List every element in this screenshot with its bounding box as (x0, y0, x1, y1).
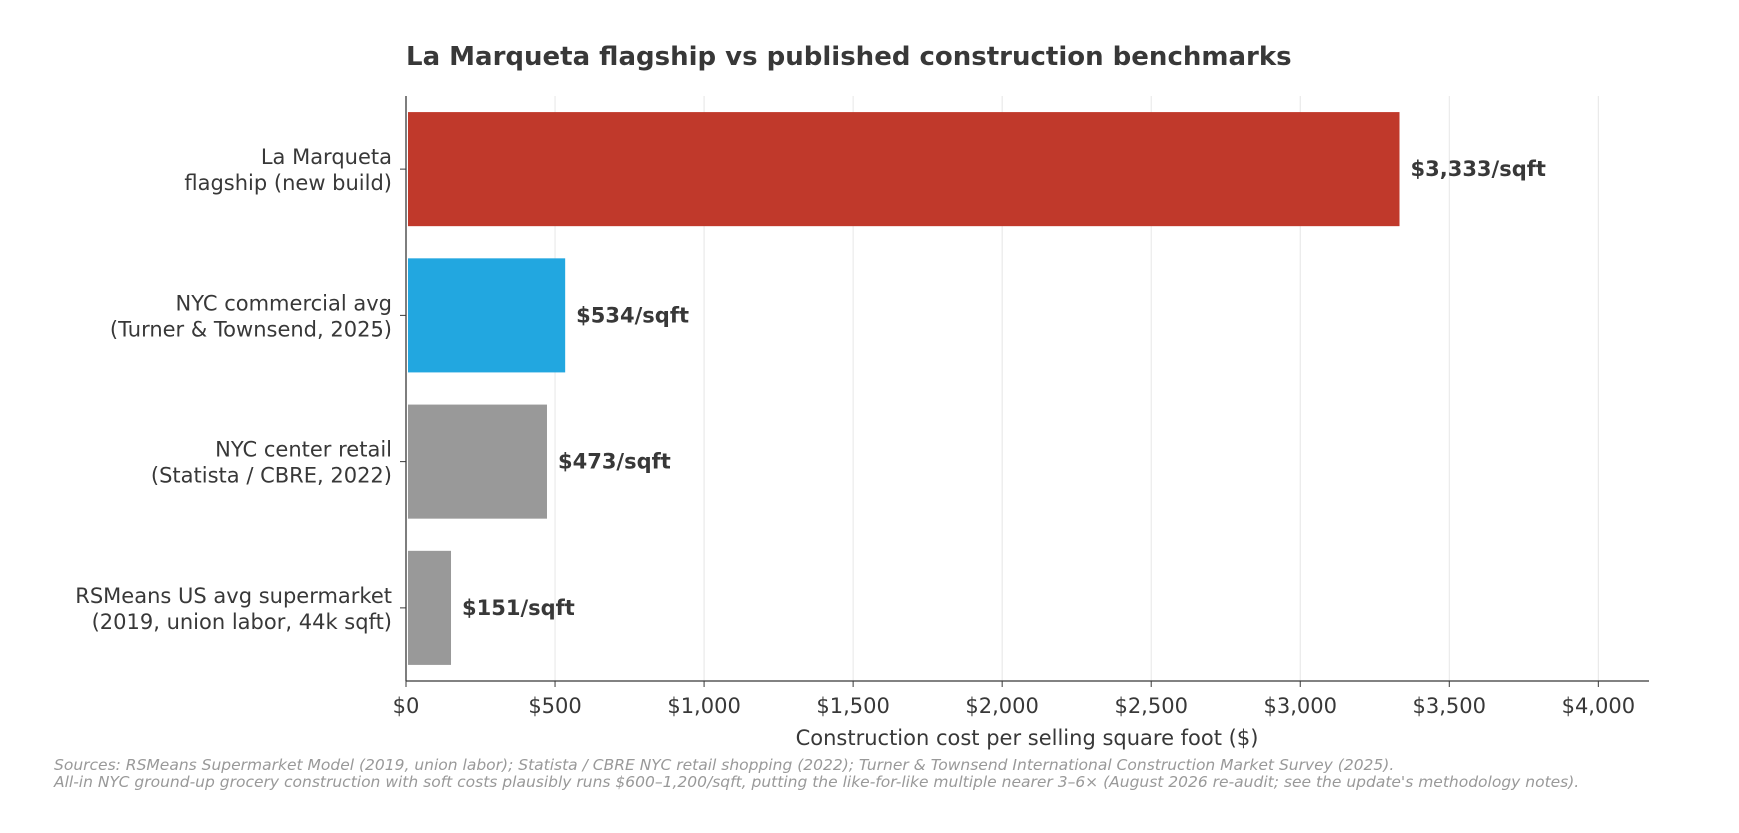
x-tick-label: $0 (393, 694, 420, 718)
x-tick-label: $1,500 (816, 694, 889, 718)
x-tick-label: $4,000 (1562, 694, 1635, 718)
x-tick-label: $3,500 (1413, 694, 1486, 718)
x-tick-label: $1,000 (667, 694, 740, 718)
bar (408, 258, 566, 373)
x-tick-label: $2,000 (965, 694, 1038, 718)
bar (408, 404, 547, 519)
footnote-sources: Sources: RSMeans Supermarket Model (2019… (54, 756, 1395, 774)
y-tick-label: NYC center retail (Statista / CBRE, 2022) (151, 438, 392, 488)
bars (408, 112, 1400, 665)
chart-title: La Marqueta flagship vs published constr… (406, 42, 1292, 72)
bar-value-label: $534/sqft (576, 303, 689, 327)
bar (408, 550, 452, 665)
y-tick-label: RSMeans US avg supermarket (2019, union l… (75, 584, 392, 634)
y-tick-label: La Marqueta flagship (new build) (184, 145, 392, 195)
bar-value-label: $473/sqft (558, 450, 671, 474)
x-tick-label: $500 (528, 694, 581, 718)
bar-value-label: $151/sqft (462, 596, 575, 620)
footnote-methodology: All-in NYC ground-up grocery constructio… (54, 773, 1580, 791)
labels: $0 $500 $1,000 $1,500 $2,000 $2,500 $3,000 $3,5… (75, 145, 1635, 718)
bar (408, 112, 1400, 227)
axes (400, 96, 1649, 687)
y-tick-label: NYC commercial avg (Turner & Townsend, 20… (110, 291, 392, 341)
x-tick-label: $3,000 (1264, 694, 1337, 718)
x-axis-label: Construction cost per selling square foo… (796, 726, 1259, 750)
bar-value-label: $3,333/sqft (1411, 157, 1546, 181)
x-tick-label: $2,500 (1114, 694, 1187, 718)
